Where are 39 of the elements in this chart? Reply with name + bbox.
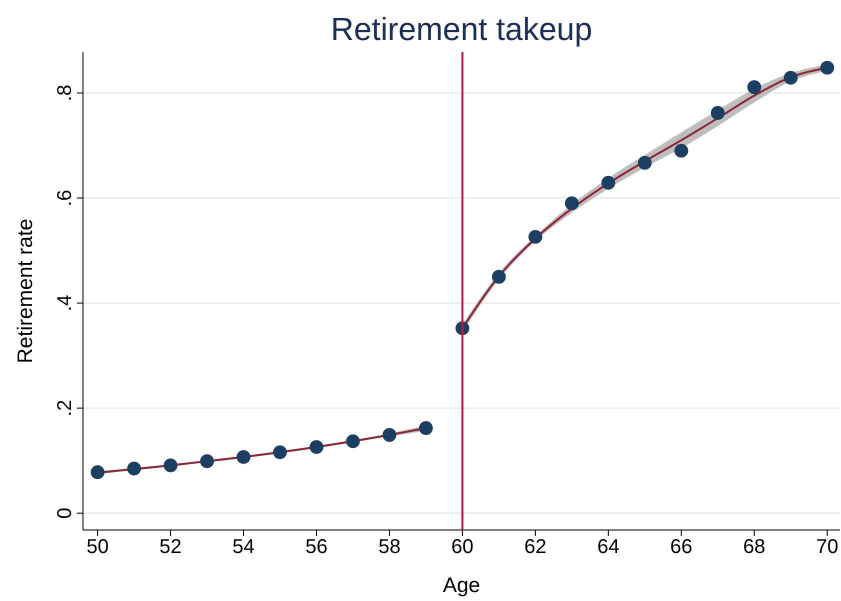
y-tick-label: .4 (54, 294, 76, 312)
point (784, 70, 798, 85)
point (273, 445, 287, 460)
point (492, 270, 506, 284)
point (164, 458, 178, 472)
point (528, 230, 542, 244)
x-tick-label: 66 (670, 536, 692, 558)
x-tick-label: 54 (232, 536, 255, 558)
y-tick-label: .6 (54, 190, 76, 206)
point (382, 428, 396, 442)
point (747, 80, 762, 94)
y-tick-label: .8 (54, 84, 76, 102)
y-axis-title: Retirement rate (14, 218, 37, 364)
x-tick-label: 58 (378, 536, 401, 558)
x-tick-label: 68 (743, 536, 766, 558)
point (638, 156, 652, 170)
point (564, 196, 579, 210)
x-tick-label: 64 (597, 536, 620, 558)
x-axis-title: Age (442, 574, 480, 597)
y-tick-label: .2 (54, 400, 76, 416)
x-tick-label: 50 (86, 536, 109, 558)
x-tick-label: 70 (816, 536, 838, 558)
x-tick-label: 62 (524, 536, 546, 558)
point (674, 144, 688, 158)
point (90, 465, 105, 480)
point (601, 176, 616, 190)
point (820, 60, 834, 75)
point (310, 440, 324, 454)
point (346, 434, 360, 448)
point (710, 106, 725, 120)
point (127, 462, 141, 476)
point (419, 421, 433, 435)
point (236, 450, 250, 464)
y-tick-label: 0 (54, 508, 76, 519)
point (200, 454, 214, 468)
x-tick-label: 56 (305, 536, 328, 558)
x-tick-label: 52 (159, 536, 182, 558)
x-tick-label: 60 (451, 536, 474, 558)
chart-title: Retirement takeup (330, 11, 592, 47)
